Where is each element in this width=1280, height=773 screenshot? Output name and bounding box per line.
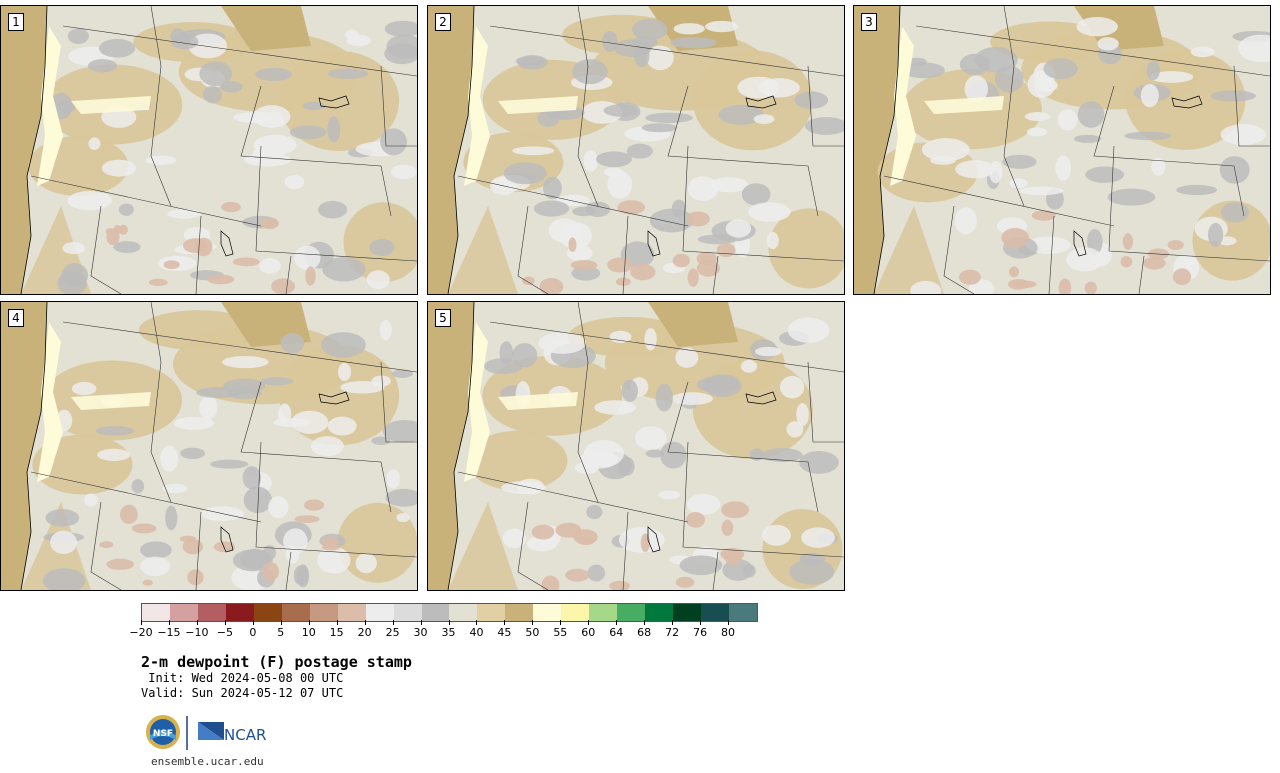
colorbar-swatch <box>169 604 198 621</box>
sponsor-logos: NSF NCAR <box>145 714 275 754</box>
colorbar-tick-label: 50 <box>525 626 540 639</box>
colorbar-tick <box>504 620 506 625</box>
colorbar-tick-label: 68 <box>637 626 652 639</box>
colorbar-tick <box>672 620 674 625</box>
colorbar-swatch <box>533 604 562 621</box>
colorbar-tick-label: −5 <box>216 626 233 639</box>
colorbar-swatch <box>197 604 226 621</box>
colorbar-swatch <box>337 604 366 621</box>
init-time: Init: Wed 2024-05-08 00 UTC <box>141 671 344 685</box>
colorbar-tick-label: 64 <box>609 626 624 639</box>
dewpoint-colorbar <box>141 603 758 622</box>
colorbar-tick <box>364 620 366 625</box>
colorbar-swatch <box>393 604 422 621</box>
panel-number: 5 <box>435 309 451 327</box>
colorbar-swatch <box>673 604 702 621</box>
colorbar-tick <box>141 620 142 625</box>
panel-number: 4 <box>8 309 24 327</box>
colorbar-tick-label: 10 <box>301 626 316 639</box>
colorbar-swatch <box>309 604 338 621</box>
panel-number: 1 <box>8 13 24 31</box>
colorbar-tick <box>308 620 310 625</box>
colorbar-tick <box>280 620 282 625</box>
colorbar-tick-label: 20 <box>357 626 372 639</box>
colorbar-tick <box>616 620 618 625</box>
colorbar-tick <box>728 620 730 625</box>
colorbar-tick <box>196 620 198 625</box>
colorbar-swatch <box>449 604 478 621</box>
panel-number: 3 <box>861 13 877 31</box>
map-panel-4: 4 <box>0 301 418 591</box>
colorbar-tick <box>392 620 394 625</box>
colorbar-tick-label: 35 <box>441 626 456 639</box>
colorbar-tick <box>476 620 478 625</box>
colorbar-swatch <box>281 604 310 621</box>
colorbar-swatch <box>225 604 254 621</box>
colorbar-tick-label: −15 <box>157 626 181 639</box>
colorbar-tick <box>168 620 170 625</box>
colorbar-tick <box>336 620 338 625</box>
colorbar-tick <box>224 620 226 625</box>
ncar-logo: NCAR <box>198 722 266 744</box>
colorbar-tick-label: 40 <box>469 626 484 639</box>
colorbar-tick <box>588 620 590 625</box>
nsf-logo-text: NSF <box>153 729 173 739</box>
colorbar-tick-label: 15 <box>329 626 344 639</box>
colorbar-swatch <box>701 604 730 621</box>
colorbar-tick <box>420 620 422 625</box>
colorbar-tick-label: 0 <box>249 626 257 639</box>
colorbar-swatch <box>142 604 170 621</box>
colorbar-swatch <box>477 604 506 621</box>
valid-time: Valid: Sun 2024-05-12 07 UTC <box>141 686 344 700</box>
map-panel-5: 5 <box>427 301 845 591</box>
website-url[interactable]: ensemble.ucar.edu <box>151 755 264 768</box>
colorbar-tick <box>700 620 702 625</box>
colorbar-tick-label: 72 <box>665 626 680 639</box>
colorbar-tick-label: 25 <box>385 626 400 639</box>
colorbar-swatch <box>617 604 646 621</box>
colorbar-swatch <box>729 604 757 621</box>
colorbar-tick-label: 60 <box>581 626 596 639</box>
map-panel-3: 3 <box>853 5 1271 295</box>
ncar-logo-text: NCAR <box>224 726 266 744</box>
colorbar-swatch <box>253 604 282 621</box>
colorbar-swatch <box>645 604 674 621</box>
colorbar-swatch <box>505 604 534 621</box>
colorbar-tick-label: 5 <box>277 626 285 639</box>
colorbar-tick <box>644 620 646 625</box>
colorbar-tick-label: 30 <box>413 626 428 639</box>
colorbar-tick <box>448 620 450 625</box>
colorbar-tick-label: 45 <box>497 626 512 639</box>
colorbar-swatch <box>561 604 590 621</box>
nsf-logo: NSF <box>146 715 180 749</box>
colorbar-swatch <box>589 604 618 621</box>
colorbar-tick-label: 80 <box>721 626 736 639</box>
colorbar-swatch <box>365 604 394 621</box>
panel-number: 2 <box>435 13 451 31</box>
colorbar-tick <box>560 620 562 625</box>
colorbar-tick <box>532 620 534 625</box>
colorbar-tick-label: 55 <box>553 626 568 639</box>
colorbar-tick-label: −10 <box>185 626 209 639</box>
colorbar-tick <box>252 620 254 625</box>
map-panel-2: 2 <box>427 5 845 295</box>
colorbar-ticks: −20 −15 −10 −5 0 5 10 15 20 25 30 35 40 45 50 55 60 64 68 7… <box>129 620 756 640</box>
chart-title: 2-m dewpoint (F) postage stamp <box>141 653 412 671</box>
colorbar-tick-label: 76 <box>693 626 708 639</box>
colorbar-swatch <box>421 604 450 621</box>
map-panel-1: 1 <box>0 5 418 295</box>
colorbar-tick-label: −20 <box>129 626 153 639</box>
